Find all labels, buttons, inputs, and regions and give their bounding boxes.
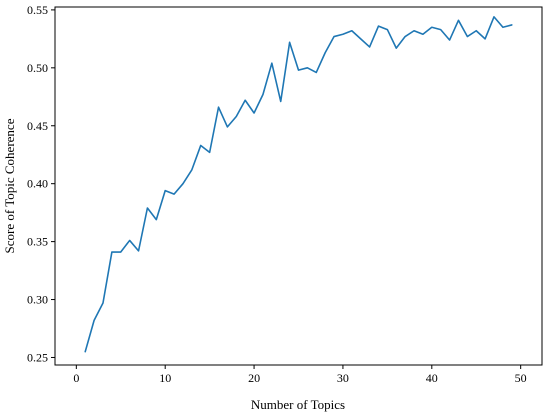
y-axis-label: Score of Topic Coherence bbox=[2, 118, 17, 253]
x-axis-label: Number of Topics bbox=[251, 397, 345, 412]
x-tick-label: 10 bbox=[159, 371, 171, 385]
y-tick-label: 0.45 bbox=[27, 119, 48, 133]
y-tick-label: 0.35 bbox=[27, 235, 48, 249]
y-tick-label: 0.50 bbox=[27, 61, 48, 75]
y-tick-label: 0.25 bbox=[27, 350, 48, 364]
x-tick-label: 50 bbox=[515, 371, 527, 385]
series-line bbox=[84, 16, 513, 353]
y-tick-label: 0.40 bbox=[27, 177, 48, 191]
x-tick-label: 20 bbox=[248, 371, 260, 385]
x-axis-ticks: 0 10 20 30 40 50 bbox=[73, 365, 527, 385]
y-axis-ticks: 0.25 0.30 0.35 0.40 0.45 0.50 0.55 bbox=[27, 3, 55, 364]
x-tick-label: 40 bbox=[426, 371, 438, 385]
x-tick-label: 0 bbox=[73, 371, 79, 385]
plot-area-frame bbox=[54, 6, 543, 366]
y-tick-label: 0.30 bbox=[27, 293, 48, 307]
x-tick-label: 30 bbox=[337, 371, 349, 385]
y-tick-label: 0.55 bbox=[27, 3, 48, 17]
